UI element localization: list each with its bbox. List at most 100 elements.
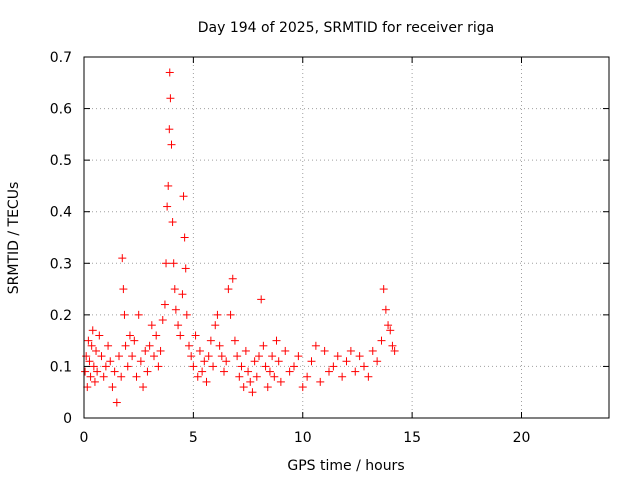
- data-point: [120, 310, 129, 319]
- plot-frame: [83, 56, 610, 419]
- y-tick-label: 0.6: [50, 102, 72, 118]
- data-point: [92, 346, 101, 355]
- data-point: [338, 372, 347, 381]
- data-point: [386, 326, 395, 335]
- data-point: [115, 352, 123, 361]
- chart-title: Day 194 of 2025, SRMTID for receiver rig…: [198, 20, 495, 36]
- data-point: [360, 362, 368, 371]
- data-point: [329, 362, 338, 371]
- data-point: [123, 362, 132, 371]
- data-point: [134, 310, 143, 319]
- data-point: [84, 336, 93, 345]
- data-point: [204, 352, 213, 361]
- data-point: [119, 285, 128, 294]
- data-point: [167, 140, 176, 149]
- data-point: [274, 357, 283, 366]
- data-point: [255, 352, 263, 361]
- data-point: [88, 326, 97, 335]
- y-tick-label: 0.4: [50, 205, 72, 221]
- data-point: [364, 372, 373, 381]
- data-point: [233, 352, 242, 361]
- data-point: [270, 372, 279, 381]
- data-point: [259, 341, 268, 350]
- data-point: [128, 352, 137, 361]
- data-point: [106, 357, 115, 366]
- y-tick-label: 0.3: [50, 256, 72, 272]
- data-point: [180, 233, 189, 242]
- x-tick-label: 5: [189, 430, 198, 446]
- data-point: [377, 336, 386, 345]
- y-tick-label: 0.2: [50, 308, 72, 324]
- data-point: [83, 383, 92, 392]
- data-point: [252, 372, 261, 381]
- data-point: [171, 305, 180, 314]
- data-point: [388, 341, 397, 350]
- data-point: [333, 352, 342, 361]
- data-point: [81, 367, 90, 376]
- data-point: [222, 357, 231, 366]
- data-point: [189, 362, 198, 371]
- data-point: [261, 362, 270, 371]
- data-point: [213, 310, 222, 319]
- data-point: [163, 202, 172, 211]
- data-point: [248, 388, 257, 397]
- data-point: [342, 357, 351, 366]
- data-point: [179, 192, 188, 201]
- data-point: [228, 274, 237, 283]
- data-point: [226, 310, 235, 319]
- data-point: [276, 377, 285, 386]
- data-point: [170, 285, 179, 294]
- data-point: [185, 341, 193, 350]
- data-point: [294, 352, 303, 361]
- data-point: [200, 357, 209, 366]
- data-point: [281, 346, 290, 355]
- data-point: [191, 331, 200, 340]
- data-point: [379, 285, 388, 294]
- data-point: [239, 383, 248, 392]
- data-point: [268, 352, 277, 361]
- data-point: [235, 372, 244, 381]
- data-point: [381, 305, 390, 314]
- data-point: [257, 295, 266, 304]
- data-point: [117, 372, 126, 381]
- data-point: [224, 285, 233, 294]
- data-point: [158, 316, 167, 325]
- data-point: [93, 367, 102, 376]
- data-point: [176, 331, 185, 340]
- data-point: [162, 259, 171, 268]
- data-point: [351, 367, 360, 376]
- data-points: [81, 68, 399, 407]
- data-point: [263, 383, 272, 392]
- data-point: [195, 346, 204, 355]
- data-point: [193, 372, 202, 381]
- y-tick-label: 0: [63, 411, 72, 427]
- data-point: [303, 372, 312, 381]
- data-point: [272, 336, 281, 345]
- data-point: [311, 341, 320, 350]
- data-point: [307, 357, 316, 366]
- data-point: [174, 321, 183, 330]
- axis-ticks: 0 5 10 15 20 0 0.1 0.2 0.3 0.4 0.5 0.6 0.7: [50, 50, 609, 446]
- data-point: [290, 362, 298, 371]
- data-point: [95, 331, 104, 340]
- data-point: [187, 352, 196, 361]
- data-point: [355, 352, 364, 361]
- data-point: [198, 367, 207, 376]
- data-point: [181, 264, 190, 273]
- data-point: [373, 357, 382, 366]
- data-point: [136, 357, 145, 366]
- data-point: [182, 310, 191, 319]
- data-point: [139, 383, 148, 392]
- x-tick-label: 0: [80, 430, 89, 446]
- data-point: [87, 341, 96, 350]
- data-point: [152, 331, 161, 340]
- data-point: [178, 290, 187, 299]
- data-point: [209, 362, 218, 371]
- x-tick-label: 20: [513, 430, 531, 446]
- data-point: [147, 321, 156, 330]
- data-point: [90, 377, 99, 386]
- data-point: [118, 254, 127, 263]
- data-point: [164, 181, 173, 190]
- grid-lines: [84, 56, 609, 418]
